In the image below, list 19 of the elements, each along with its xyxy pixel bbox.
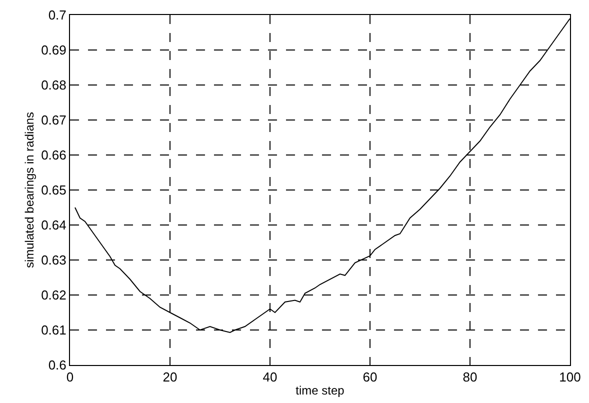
x-tick-label: 20 — [162, 370, 178, 385]
x-tick-label: 60 — [362, 370, 378, 385]
x-tick-label: 40 — [262, 370, 278, 385]
y-tick-label: 0.64 — [41, 218, 66, 233]
y-tick-label: 0.67 — [41, 112, 66, 128]
y-tick-label: 0.68 — [41, 78, 66, 93]
y-tick-label: 0.7 — [48, 8, 66, 23]
y-axis-title: simulated bearings in radians — [22, 112, 36, 268]
x-axis-title: time step — [296, 384, 345, 398]
y-tick-label: 0.63 — [41, 252, 66, 268]
y-tick-label: 0.61 — [41, 322, 66, 338]
x-tick-label: 100 — [559, 370, 581, 385]
y-tick-label: 0.62 — [41, 288, 66, 303]
y-tick-label: 0.66 — [41, 148, 66, 163]
y-tick-label: 0.6 — [48, 358, 66, 373]
x-tick-label: 80 — [462, 370, 478, 385]
y-tick-label: 0.69 — [41, 42, 66, 58]
x-tick-label: 0 — [66, 370, 74, 385]
y-tick-label: 0.65 — [41, 182, 66, 198]
